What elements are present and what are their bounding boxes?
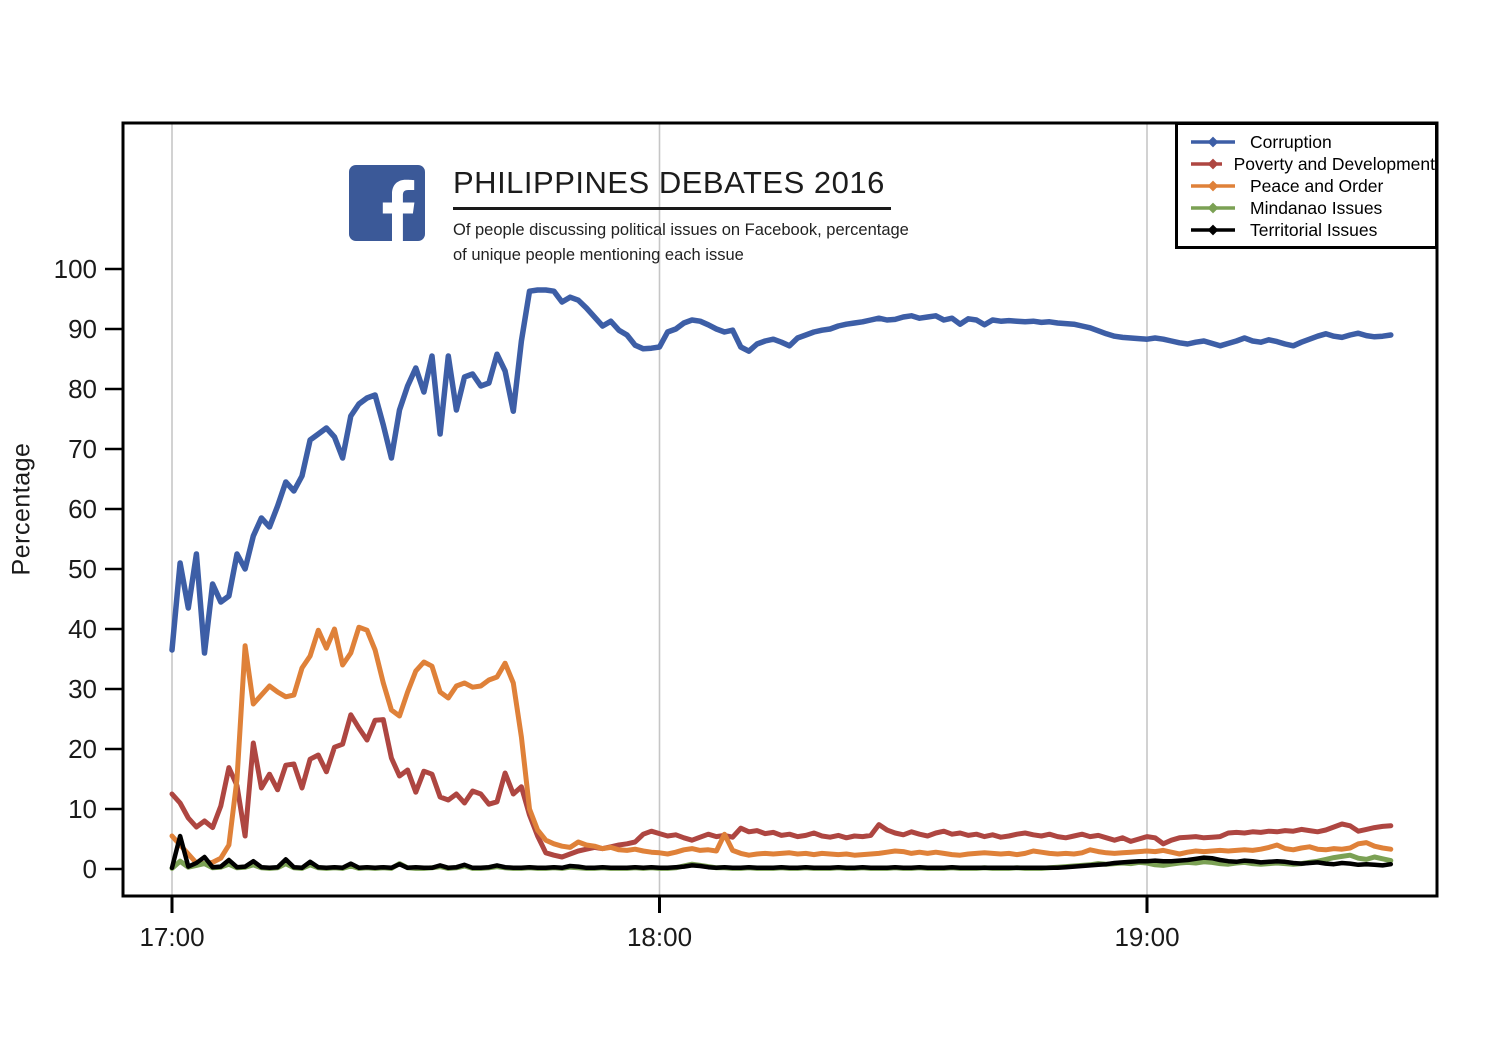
series-line-territorial-issues	[169, 833, 1394, 871]
legend-label-corruption: Corruption	[1250, 131, 1332, 152]
y-tick-label: 0	[82, 854, 97, 884]
legend-item-corruption: Corruption	[1178, 131, 1435, 153]
y-tick-label: 40	[68, 614, 97, 644]
legend-marker-poverty-and-development-icon	[1191, 158, 1222, 170]
y-tick-label: 80	[68, 374, 97, 404]
y-tick-label: 90	[68, 314, 97, 344]
y-tick-label: 30	[68, 674, 97, 704]
y-tick-label: 100	[53, 254, 97, 284]
title-underline	[453, 207, 891, 210]
legend-marker-corruption-icon	[1191, 136, 1235, 148]
y-tick-label: 60	[68, 494, 97, 524]
facebook-logo-icon	[349, 165, 425, 241]
legend: Corruption Poverty and Development Peace a…	[1175, 122, 1438, 249]
legend-label-mindanao-issues: Mindanao Issues	[1250, 197, 1383, 218]
facebook-f-glyph	[382, 179, 415, 241]
y-tick-label: 10	[68, 794, 97, 824]
y-tick-label: 70	[68, 434, 97, 464]
legend-marker-territorial-issues-icon	[1191, 224, 1235, 236]
x-tick-label: 19:00	[1114, 922, 1180, 952]
chart-subtitle-line1: Of people discussing political issues on…	[453, 221, 909, 239]
page-title: PHILIPPINES DEBATES 2016	[453, 165, 885, 200]
series-line-poverty-and-development	[169, 712, 1394, 860]
legend-marker-peace-and-order-icon	[1191, 180, 1235, 192]
legend-item-territorial-issues: Territorial Issues	[1178, 219, 1435, 241]
title-block: PHILIPPINES DEBATES 2016 Of people discu…	[349, 165, 909, 268]
legend-marker-mindanao-issues-icon	[1191, 202, 1235, 214]
x-tick-label: 17:00	[139, 922, 205, 952]
legend-item-mindanao-issues: Mindanao Issues	[1178, 197, 1435, 219]
y-tick-label: 50	[68, 554, 97, 584]
legend-item-poverty-and-development: Poverty and Development	[1178, 153, 1435, 175]
legend-label-peace-and-order: Peace and Order	[1250, 175, 1384, 196]
series-line-peace-and-order	[169, 624, 1394, 867]
series-line-corruption	[169, 287, 1394, 656]
chart-subtitle-line2: of unique people mentioning each issue	[453, 246, 744, 264]
legend-label-poverty-and-development: Poverty and Development	[1233, 153, 1435, 174]
y-tick-label: 20	[68, 734, 97, 764]
legend-item-peace-and-order: Peace and Order	[1178, 175, 1435, 197]
legend-label-territorial-issues: Territorial Issues	[1250, 219, 1378, 240]
x-tick-label: 18:00	[626, 922, 693, 952]
